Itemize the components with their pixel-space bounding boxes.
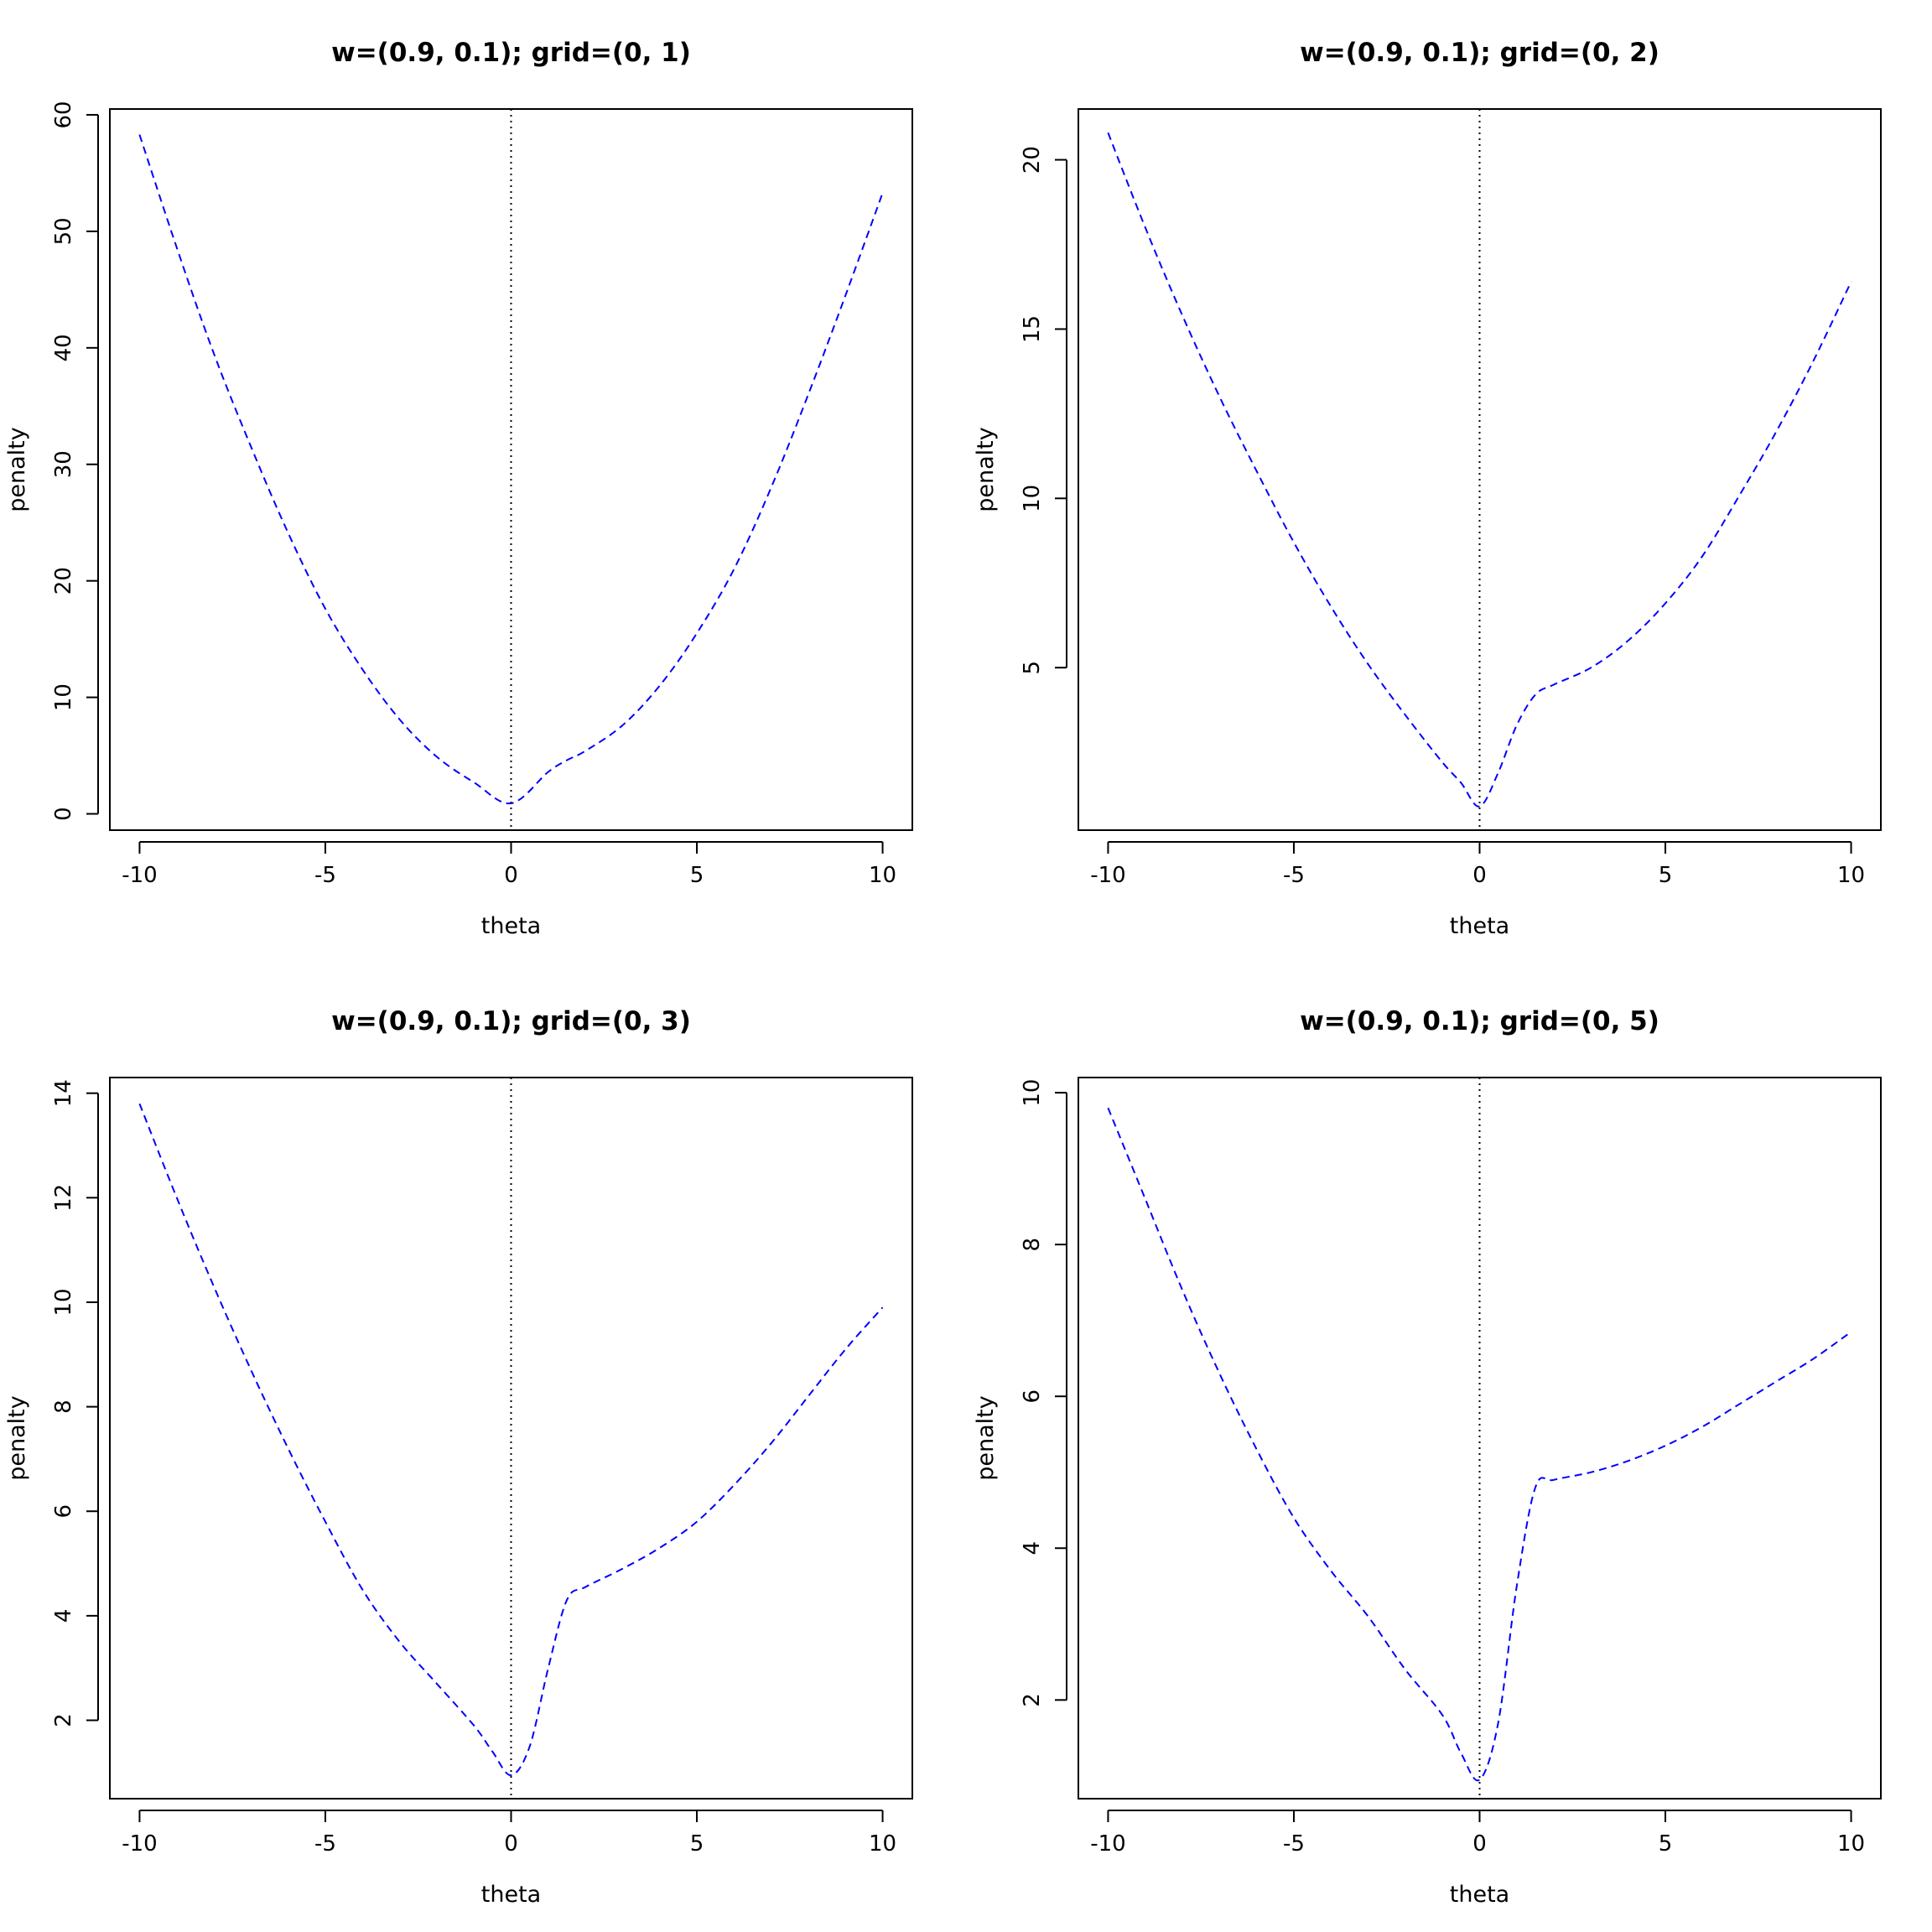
y-tick-label: 10 <box>1020 1079 1045 1107</box>
x-tick-label: 10 <box>869 1831 896 1857</box>
x-tick-label: 5 <box>690 863 704 888</box>
chart-title: w=(0.9, 0.1); grid=(0, 3) <box>331 1006 691 1036</box>
penalty-curve <box>138 134 884 805</box>
plot-frame <box>1078 108 1882 831</box>
x-tick-label: -10 <box>1090 1831 1125 1857</box>
x-tick-label: -10 <box>1090 863 1125 888</box>
x-tick-label: -10 <box>122 1831 157 1857</box>
x-tick-label: -5 <box>314 1831 336 1857</box>
plot-frame <box>109 1077 913 1800</box>
y-tick-label: 60 <box>51 101 76 128</box>
x-tick-label: 5 <box>1659 863 1673 888</box>
data-point <box>770 486 773 490</box>
x-tick-label: -5 <box>1283 1831 1305 1857</box>
penalty-curve <box>138 1103 884 1776</box>
data-point <box>1459 1752 1462 1755</box>
y-tick-label: 10 <box>1020 485 1045 512</box>
y-tick-label: 12 <box>51 1184 76 1212</box>
y-tick-label: 14 <box>51 1079 76 1107</box>
penalty-curve <box>1107 132 1852 808</box>
x-tick-label: 5 <box>690 1831 704 1857</box>
data-point <box>807 392 810 396</box>
data-point <box>287 532 290 535</box>
x-tick-label: 5 <box>1659 1831 1673 1857</box>
x-tick-label: 0 <box>1472 863 1487 888</box>
y-tick-label: 6 <box>51 1504 76 1519</box>
y-tick-label: 30 <box>51 450 76 478</box>
chart-title: w=(0.9, 0.1); grid=(0, 1) <box>331 38 691 68</box>
data-point <box>547 1666 550 1670</box>
x-axis-label: theta <box>1450 913 1509 939</box>
plot-frame <box>1078 1077 1882 1800</box>
data-point <box>695 631 699 635</box>
chart-panel-2: w=(0.9, 0.1); grid=(0, 2) -10 -5 0 5 10 theta 5… <box>973 38 1882 939</box>
chart-panel-4: w=(0.9, 0.1); grid=(0, 5) -10 -5 0 5 10 theta 2… <box>973 1006 1882 1908</box>
data-point <box>287 1447 290 1451</box>
data-point <box>881 191 885 195</box>
data-point <box>1515 724 1519 727</box>
x-tick-label: 0 <box>1472 1831 1487 1857</box>
y-tick-label: 5 <box>1020 661 1045 675</box>
data-point <box>1144 1197 1147 1201</box>
y-axis-label: penalty <box>973 1395 999 1480</box>
y-tick-label: 20 <box>1020 146 1045 174</box>
x-tick-label: -5 <box>1283 863 1305 888</box>
chart-panel-3: w=(0.9, 0.1); grid=(0, 3) -10 -5 0 5 10 theta 2… <box>4 1006 913 1908</box>
y-tick-label: 6 <box>1020 1389 1045 1404</box>
y-tick-label: 8 <box>1020 1238 1045 1252</box>
data-point <box>1404 1668 1407 1671</box>
y-tick-label: 2 <box>1020 1693 1045 1707</box>
chart-title: w=(0.9, 0.1); grid=(0, 5) <box>1300 1006 1659 1036</box>
data-point <box>1292 541 1296 544</box>
x-axis-label: theta <box>1450 1882 1509 1908</box>
y-tick-label: 50 <box>51 217 76 245</box>
data-point <box>1218 395 1221 398</box>
data-point <box>1775 1379 1779 1383</box>
x-tick-label: -10 <box>122 863 157 888</box>
data-point <box>1292 1516 1296 1519</box>
x-tick-label: -5 <box>314 863 336 888</box>
y-tick-label: 15 <box>1020 315 1045 343</box>
chart-title: w=(0.9, 0.1); grid=(0, 2) <box>1300 38 1659 68</box>
x-tick-label: 10 <box>1837 1831 1865 1857</box>
y-tick-label: 0 <box>51 807 76 821</box>
data-point <box>1850 1330 1853 1333</box>
x-tick-label: 0 <box>504 1831 518 1857</box>
x-tick-label: 10 <box>869 863 896 888</box>
y-tick-label: 10 <box>51 683 76 711</box>
y-tick-label: 4 <box>51 1609 76 1623</box>
y-tick-label: 40 <box>51 334 76 361</box>
chart-panel-1: w=(0.9, 0.1); grid=(0, 1) -10 -5 0 5 10 theta 0… <box>4 38 913 939</box>
x-axis-label: theta <box>481 913 541 939</box>
x-axis-label: theta <box>481 1882 541 1908</box>
y-tick-label: 20 <box>51 567 76 595</box>
x-tick-label: 10 <box>1837 863 1865 888</box>
plot-frame <box>109 108 913 831</box>
penalty-curve <box>1107 1107 1852 1782</box>
y-axis-label: penalty <box>4 427 30 512</box>
y-axis-label: penalty <box>973 427 999 512</box>
y-tick-label: 8 <box>51 1400 76 1414</box>
y-tick-label: 2 <box>51 1713 76 1727</box>
y-tick-label: 4 <box>1020 1541 1045 1555</box>
data-point <box>1738 493 1742 496</box>
y-tick-label: 10 <box>51 1288 76 1316</box>
y-axis-label: penalty <box>4 1395 30 1480</box>
data-point <box>1775 429 1779 433</box>
x-tick-label: 0 <box>504 863 518 888</box>
